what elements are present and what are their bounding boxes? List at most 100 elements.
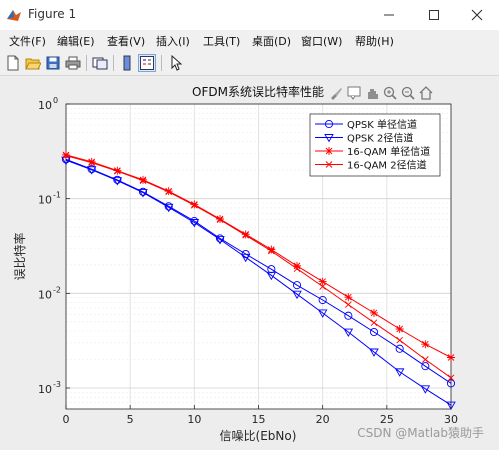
x-tick-label: 15 [252, 413, 266, 426]
zoom-in-icon[interactable] [382, 85, 398, 101]
new-figure-icon [7, 55, 19, 71]
maximize-icon [429, 10, 439, 20]
menu-tools[interactable]: 工具(T) [203, 35, 241, 48]
watermark: CSDN @Matlab猿助手 [357, 425, 484, 440]
data-point [113, 175, 122, 184]
menu-desktop[interactable]: 桌面(D) [252, 35, 292, 48]
data-point [324, 119, 334, 129]
axes-toolbar [328, 85, 434, 101]
data-point [139, 177, 147, 184]
data-point [318, 295, 327, 305]
close-icon [471, 9, 483, 21]
data-point [267, 265, 276, 274]
x-tick-label: 0 [63, 413, 70, 426]
link-plot-icon [92, 57, 108, 70]
link-plot-button[interactable] [91, 54, 109, 72]
data-point [319, 283, 326, 290]
legend-icon [140, 56, 154, 70]
data-point [267, 245, 276, 254]
zoom-out-icon[interactable] [400, 85, 416, 101]
print-button[interactable] [64, 54, 82, 72]
y-tick-exponent: -3 [53, 380, 61, 389]
x-axis-label: 信噪比(EbNo) [220, 429, 297, 443]
data-point [446, 379, 456, 388]
minimize-button[interactable] [367, 0, 411, 30]
data-point [395, 344, 404, 353]
datatip-icon[interactable] [346, 85, 362, 101]
y-tick-label: 10 [38, 99, 52, 112]
toolbar-separator [113, 55, 114, 71]
pointer-button[interactable] [167, 54, 185, 72]
data-point [344, 311, 353, 320]
data-point [446, 401, 456, 410]
toolbar-separator [86, 55, 87, 71]
pointer-icon [171, 55, 182, 71]
data-point [447, 374, 455, 382]
data-point [190, 200, 199, 209]
data-point [422, 356, 429, 363]
series-line [65, 159, 452, 406]
x-tick-label: 10 [187, 413, 201, 426]
home-icon[interactable] [418, 85, 434, 101]
x-tick-label: 30 [444, 413, 458, 426]
data-point [164, 187, 173, 196]
series-line [65, 155, 452, 379]
x-tick-label: 5 [127, 413, 134, 426]
data-point [293, 265, 301, 273]
y-axis-label: 误比特率 [12, 232, 27, 280]
data-point [216, 214, 224, 223]
data-point [420, 385, 431, 394]
data-point [216, 216, 224, 223]
maximize-button[interactable] [412, 0, 456, 30]
y-tick-label: 10 [38, 288, 52, 301]
colorbar-icon [123, 55, 131, 71]
data-point [317, 309, 328, 318]
new-figure-button[interactable] [4, 54, 22, 72]
data-point [163, 203, 174, 213]
data-point [369, 327, 379, 337]
data-point [189, 219, 200, 228]
series-3[interactable] [62, 152, 455, 382]
menu-window[interactable]: 窗口(W) [301, 35, 343, 48]
data-point [370, 308, 378, 317]
close-button[interactable] [455, 0, 499, 30]
legend-label: 16-QAM 单径信道 [347, 145, 430, 158]
y-tick-exponent: 0 [53, 96, 58, 105]
minimize-icon [384, 14, 394, 16]
data-point [421, 340, 430, 349]
data-point [240, 253, 251, 263]
data-point [396, 336, 403, 344]
data-point [241, 230, 250, 239]
open-file-button[interactable] [24, 54, 42, 72]
series-2[interactable] [62, 150, 455, 362]
menu-file[interactable]: 文件(F) [9, 35, 46, 48]
data-point [138, 187, 148, 196]
data-point [292, 281, 302, 290]
data-point [395, 324, 404, 333]
save-button[interactable] [44, 54, 62, 72]
data-point [324, 134, 334, 143]
colorbar-button[interactable] [118, 54, 136, 72]
data-point [114, 167, 121, 175]
menu-help[interactable]: 帮助(H) [355, 35, 394, 48]
pan-icon[interactable] [364, 85, 380, 101]
data-point [421, 362, 430, 371]
data-point [139, 175, 147, 184]
title-bar: Figure 1 [0, 0, 499, 30]
brush-icon[interactable] [328, 85, 344, 101]
legend-button[interactable] [138, 54, 156, 72]
menu-view[interactable]: 查看(V) [107, 35, 146, 48]
toolbar-separator [161, 55, 162, 71]
legend-label: QPSK 单径信道 [347, 118, 417, 131]
data-point [344, 293, 353, 302]
menu-edit[interactable]: 编辑(E) [57, 35, 95, 48]
series-1[interactable] [61, 156, 456, 410]
print-icon [65, 56, 81, 70]
data-point [112, 177, 123, 186]
x-tick-label: 25 [380, 413, 394, 426]
data-point [318, 277, 327, 286]
series-line [65, 158, 452, 384]
menu-insert[interactable]: 插入(I) [156, 35, 190, 48]
